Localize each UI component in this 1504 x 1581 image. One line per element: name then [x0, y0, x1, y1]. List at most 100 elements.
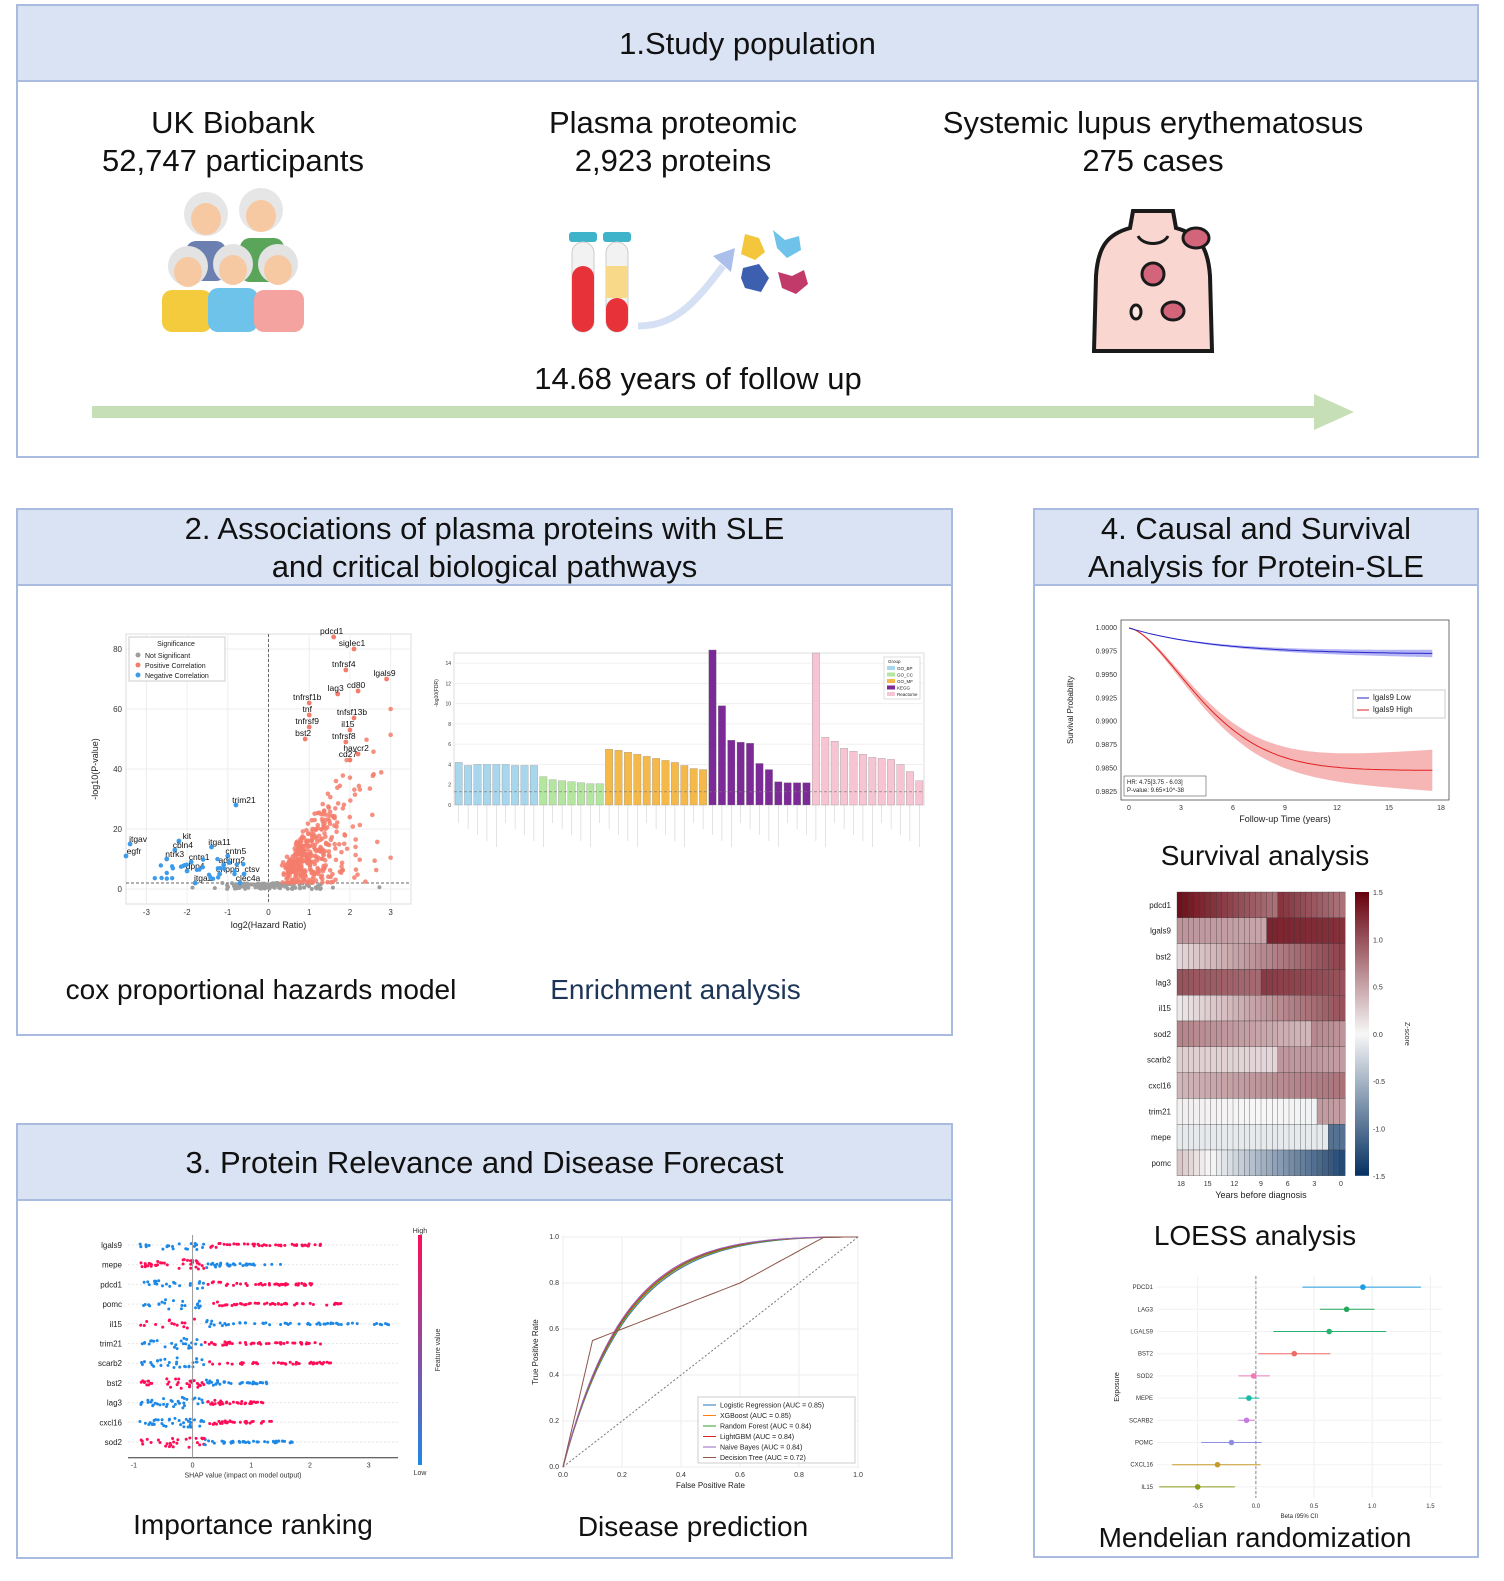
- enrichment-bar: [887, 759, 895, 806]
- shap-point: [173, 1402, 177, 1406]
- shap-point: [272, 1361, 276, 1365]
- roc-xtick: 0.6: [735, 1472, 745, 1479]
- shap-point: [300, 1341, 304, 1345]
- volcano-point-pos: [353, 852, 358, 858]
- shap-point: [231, 1400, 235, 1404]
- loess-cell: [1316, 995, 1323, 1022]
- volcano-point-pos: [356, 783, 362, 789]
- shap-point: [154, 1264, 158, 1268]
- enrichment-bar: [577, 782, 585, 806]
- volcano-point-neg: [225, 853, 231, 859]
- shap-point: [149, 1339, 153, 1343]
- roc-curve: [562, 1236, 858, 1468]
- shap-point: [139, 1245, 143, 1249]
- survival-ytick: 1.0000: [1096, 625, 1118, 632]
- loess-cell: [1199, 1124, 1206, 1151]
- shap-point: [170, 1322, 174, 1326]
- loess-cell: [1260, 1098, 1267, 1125]
- shap-point: [150, 1363, 154, 1367]
- loess-colorbar-tick: 1.5: [1373, 890, 1383, 897]
- loess-cell: [1244, 1046, 1251, 1073]
- enrichment-ytick: 0: [448, 803, 451, 809]
- volcano-label: havcr2: [343, 743, 369, 753]
- mr-exposure-label: SCARB2: [1129, 1418, 1154, 1424]
- loess-cell: [1305, 969, 1312, 996]
- enrichment-bar: [746, 743, 754, 806]
- shap-point: [149, 1381, 153, 1385]
- shap-point: [181, 1421, 185, 1425]
- shap-point: [174, 1377, 178, 1381]
- shap-point: [139, 1403, 143, 1407]
- shap-point: [182, 1401, 186, 1405]
- loess-cell: [1176, 995, 1183, 1022]
- loess-cell: [1188, 1046, 1195, 1073]
- shap-point: [339, 1322, 343, 1326]
- shap-point: [194, 1265, 198, 1269]
- mr-xtick: 1.5: [1426, 1504, 1435, 1510]
- loess-cell: [1204, 891, 1211, 918]
- loess-cell: [1260, 1149, 1267, 1176]
- shap-point: [165, 1263, 169, 1267]
- loess-cell: [1238, 943, 1245, 970]
- shap-point: [148, 1304, 152, 1308]
- volcano-point-ns: [302, 885, 307, 890]
- loess-cell: [1199, 1098, 1206, 1125]
- loess-cell: [1238, 969, 1245, 996]
- mr-exposure-label: SOD2: [1137, 1374, 1154, 1380]
- loess-cell: [1182, 995, 1189, 1022]
- loess-xtick: 15: [1204, 1181, 1212, 1188]
- loess-cell: [1238, 1046, 1245, 1073]
- volcano-point-ns: [330, 885, 335, 890]
- enrichment-bar: [586, 783, 595, 806]
- shap-point: [210, 1380, 214, 1384]
- shap-point: [325, 1303, 329, 1307]
- shap-point: [264, 1342, 268, 1346]
- shap-point: [218, 1241, 222, 1245]
- loess-cell: [1216, 1072, 1223, 1099]
- loess-cell: [1176, 1149, 1183, 1176]
- shap-point: [245, 1283, 249, 1287]
- volcano-point-pos: [284, 854, 290, 860]
- shap-point: [331, 1322, 335, 1326]
- volcano-point-neg: [215, 856, 220, 862]
- loess-cell: [1204, 995, 1211, 1022]
- loess-cell: [1182, 1072, 1189, 1099]
- shap-point: [263, 1263, 267, 1267]
- loess-cell: [1316, 1149, 1323, 1176]
- volcano-point-pos: [317, 810, 322, 816]
- loess-cell: [1238, 917, 1245, 944]
- volcano-point-pos: [301, 843, 306, 849]
- shap-point: [171, 1299, 175, 1303]
- volcano-point-neg: [164, 856, 170, 862]
- volcano-label: tnfrsf1b: [293, 692, 322, 702]
- volcano-point-pos: [335, 801, 341, 806]
- volcano-point-pos: [299, 857, 305, 863]
- volcano-point-pos: [342, 832, 347, 837]
- shap-point: [202, 1266, 206, 1270]
- shap-point: [152, 1419, 156, 1423]
- loess-cell: [1339, 969, 1346, 996]
- shap-xtick: -1: [131, 1463, 137, 1470]
- volcano-point-pos: [327, 809, 333, 815]
- enrichment-bar: [830, 741, 839, 806]
- volcano-point-pos: [283, 865, 288, 871]
- shap-point: [238, 1341, 242, 1345]
- volcano-legend-label: Negative Correlation: [145, 673, 209, 680]
- volcano-label: tnf: [302, 704, 312, 714]
- loess-cell: [1260, 917, 1267, 944]
- enrichment-bar: [642, 756, 651, 806]
- shap-point: [139, 1438, 143, 1442]
- shap-point: [180, 1321, 184, 1325]
- shap-point: [206, 1282, 210, 1286]
- volcano-point-neg: [169, 864, 175, 869]
- volcano-point-ns: [220, 881, 225, 886]
- enrichment-bar: [774, 781, 783, 806]
- loess-cell: [1199, 995, 1206, 1022]
- loess-cell: [1294, 1072, 1301, 1099]
- volcano-point-neg: [192, 880, 198, 886]
- shap-point: [252, 1242, 256, 1246]
- loess-cell: [1300, 917, 1307, 944]
- shap-point: [173, 1281, 177, 1285]
- volcano-point-pos: [333, 806, 338, 811]
- shap-point: [220, 1421, 224, 1425]
